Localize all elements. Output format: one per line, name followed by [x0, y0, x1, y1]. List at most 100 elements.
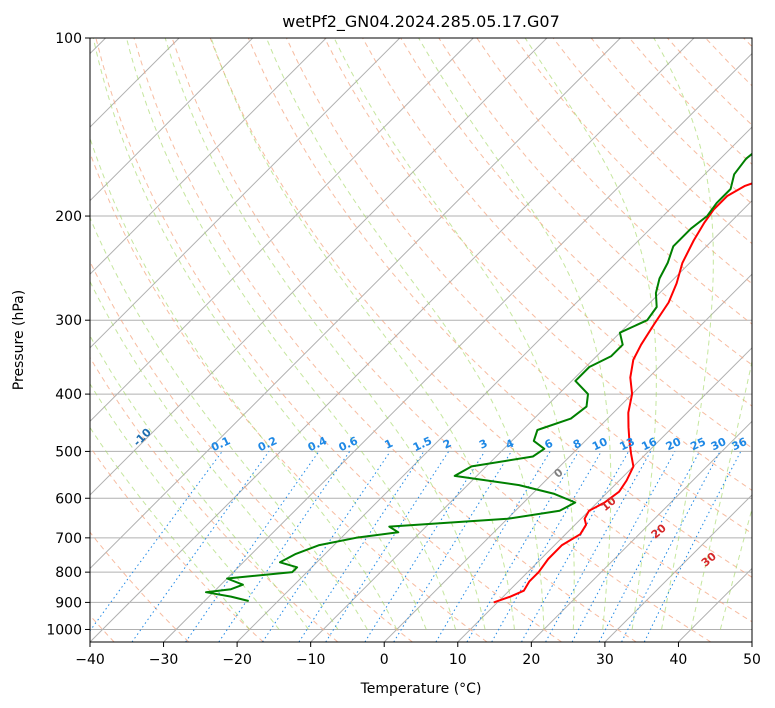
y-tick-label-800: 800 — [55, 565, 82, 581]
y-tick-label-300: 300 — [55, 313, 82, 329]
isotherm-line — [678, 567, 752, 642]
moist-adiabat-line — [90, 216, 368, 630]
mixing-ratio-line — [466, 451, 580, 642]
moist-adiabat-line — [653, 38, 714, 630]
y-axis-ticks: 100 200 300 400 500 600 700 800 900 1000 — [46, 31, 90, 638]
isotherm-line — [163, 52, 752, 642]
y-tick-label-600: 600 — [55, 491, 82, 507]
x-tick-label-10: 10 — [449, 652, 467, 668]
moist-adiabat-label: 10 — [599, 494, 619, 514]
x-tick-label-30: 30 — [596, 652, 614, 668]
isotherm-line — [530, 420, 752, 642]
moist-adiabat-label: 0 — [551, 466, 565, 481]
x-axis-label: Temperature (°C) — [360, 681, 482, 697]
dry-adiabat-line — [514, 38, 752, 285]
isotherm-line — [751, 641, 752, 642]
x-axis-ticks: −40 −30 −20 −10 0 10 20 30 40 50 — [75, 642, 761, 668]
x-tick-label--30: −30 — [149, 652, 179, 668]
mixing-ratio-label: 16 — [640, 435, 660, 453]
dry-adiabat-line — [667, 38, 752, 126]
mixing-ratio-line — [393, 451, 512, 642]
x-tick-label-20: 20 — [522, 652, 540, 668]
isotherm-line — [90, 38, 548, 496]
dry-adiabat-line — [90, 260, 413, 642]
mixing-ratio-label: 30 — [709, 435, 729, 453]
mixing-ratio-line — [571, 451, 676, 642]
dry-adiabat-line — [590, 38, 752, 205]
moist-adiabat-line — [210, 38, 515, 630]
dry-adiabat-line — [285, 38, 752, 535]
dewpoint-profile-line — [205, 152, 752, 602]
mixing-ratio-line — [643, 451, 742, 642]
dry-adiabat-line — [209, 38, 752, 623]
dry-adiabat-line — [476, 38, 752, 325]
isotherm-line — [90, 38, 401, 349]
mixing-ratio-line — [90, 451, 223, 632]
dry-adiabat-line — [90, 151, 488, 642]
dry-adiabat-line — [628, 38, 752, 165]
mixing-ratio-line — [435, 451, 551, 642]
dry-adiabat-label: -10 — [131, 426, 154, 449]
dry-adiabat-line — [552, 38, 752, 245]
isotherm-line — [604, 494, 752, 642]
dry-adiabat-line — [90, 356, 339, 642]
y-tick-label-700: 700 — [55, 531, 82, 547]
y-tick-label-900: 900 — [55, 595, 82, 611]
mixing-ratio-label: 3 — [477, 437, 489, 452]
y-tick-label-500: 500 — [55, 444, 82, 460]
y-tick-label-100: 100 — [55, 31, 82, 47]
moist-adiabat-line — [690, 359, 752, 630]
y-tick-label-200: 200 — [55, 209, 82, 225]
isotherm-grid — [90, 38, 752, 642]
plot-frame — [89, 37, 753, 643]
x-tick-label--10: −10 — [296, 652, 326, 668]
mixing-ratio-line — [185, 451, 320, 642]
moist-adiabat-line — [90, 334, 309, 630]
dry-adiabat-line — [438, 38, 752, 366]
moist-adiabat-line — [90, 382, 280, 630]
moist-adiabat-line — [418, 38, 612, 630]
mixing-ratio-label: 13 — [617, 435, 636, 453]
dry-adiabat-line — [95, 38, 562, 642]
x-tick-label-40: 40 — [670, 652, 688, 668]
dry-adiabat-line — [133, 38, 637, 642]
moist-adiabat-line — [524, 38, 657, 630]
isotherm-line — [90, 38, 621, 570]
dry-adiabat-line — [90, 445, 264, 642]
dry-adiabat-line — [247, 38, 752, 578]
dry-adiabat-line — [743, 38, 752, 48]
y-axis-label: Pressure (hPa) — [11, 290, 27, 390]
chart-title: wetPf2_GN04.2024.285.05.17.G07 — [282, 12, 560, 32]
moist-adiabat-line — [90, 136, 398, 630]
moist-adiabat-label: 40 — [749, 578, 769, 598]
moist-adiabat-label: 20 — [649, 521, 669, 541]
isotherm-line — [457, 347, 752, 642]
dry-adiabat-line — [90, 531, 190, 642]
mixing-ratio-line — [598, 451, 701, 642]
mixing-ratio-label: 20 — [664, 435, 684, 453]
isotherm-line — [90, 38, 327, 275]
mixing-ratio-line — [218, 451, 351, 642]
moist-adiabat-line — [164, 38, 486, 630]
temperature-profile-line — [493, 182, 752, 604]
isobar-grid — [90, 38, 752, 630]
moist-adiabat-line — [126, 38, 457, 630]
x-tick-label-0: 0 — [380, 652, 389, 668]
mixing-ratio-label: 2 — [441, 437, 453, 452]
isotherm-line — [90, 38, 474, 423]
moist-adiabat-line — [92, 38, 427, 630]
profile-series — [205, 152, 752, 604]
dry-adiabat-line — [400, 38, 752, 407]
isotherm-line — [383, 273, 752, 642]
mixing-ratio-lines — [90, 451, 742, 642]
mixing-ratio-label: 36 — [730, 435, 750, 453]
dry-adiabats — [90, 38, 752, 642]
dry-adiabat-line — [171, 38, 712, 642]
moist-adiabat-line — [719, 507, 752, 630]
y-tick-label-400: 400 — [55, 387, 82, 403]
moist-adiabats — [90, 38, 752, 630]
y-tick-label-1000: 1000 — [46, 622, 82, 638]
mixing-ratio-line — [545, 451, 652, 642]
mixing-ratio-line — [364, 451, 486, 642]
